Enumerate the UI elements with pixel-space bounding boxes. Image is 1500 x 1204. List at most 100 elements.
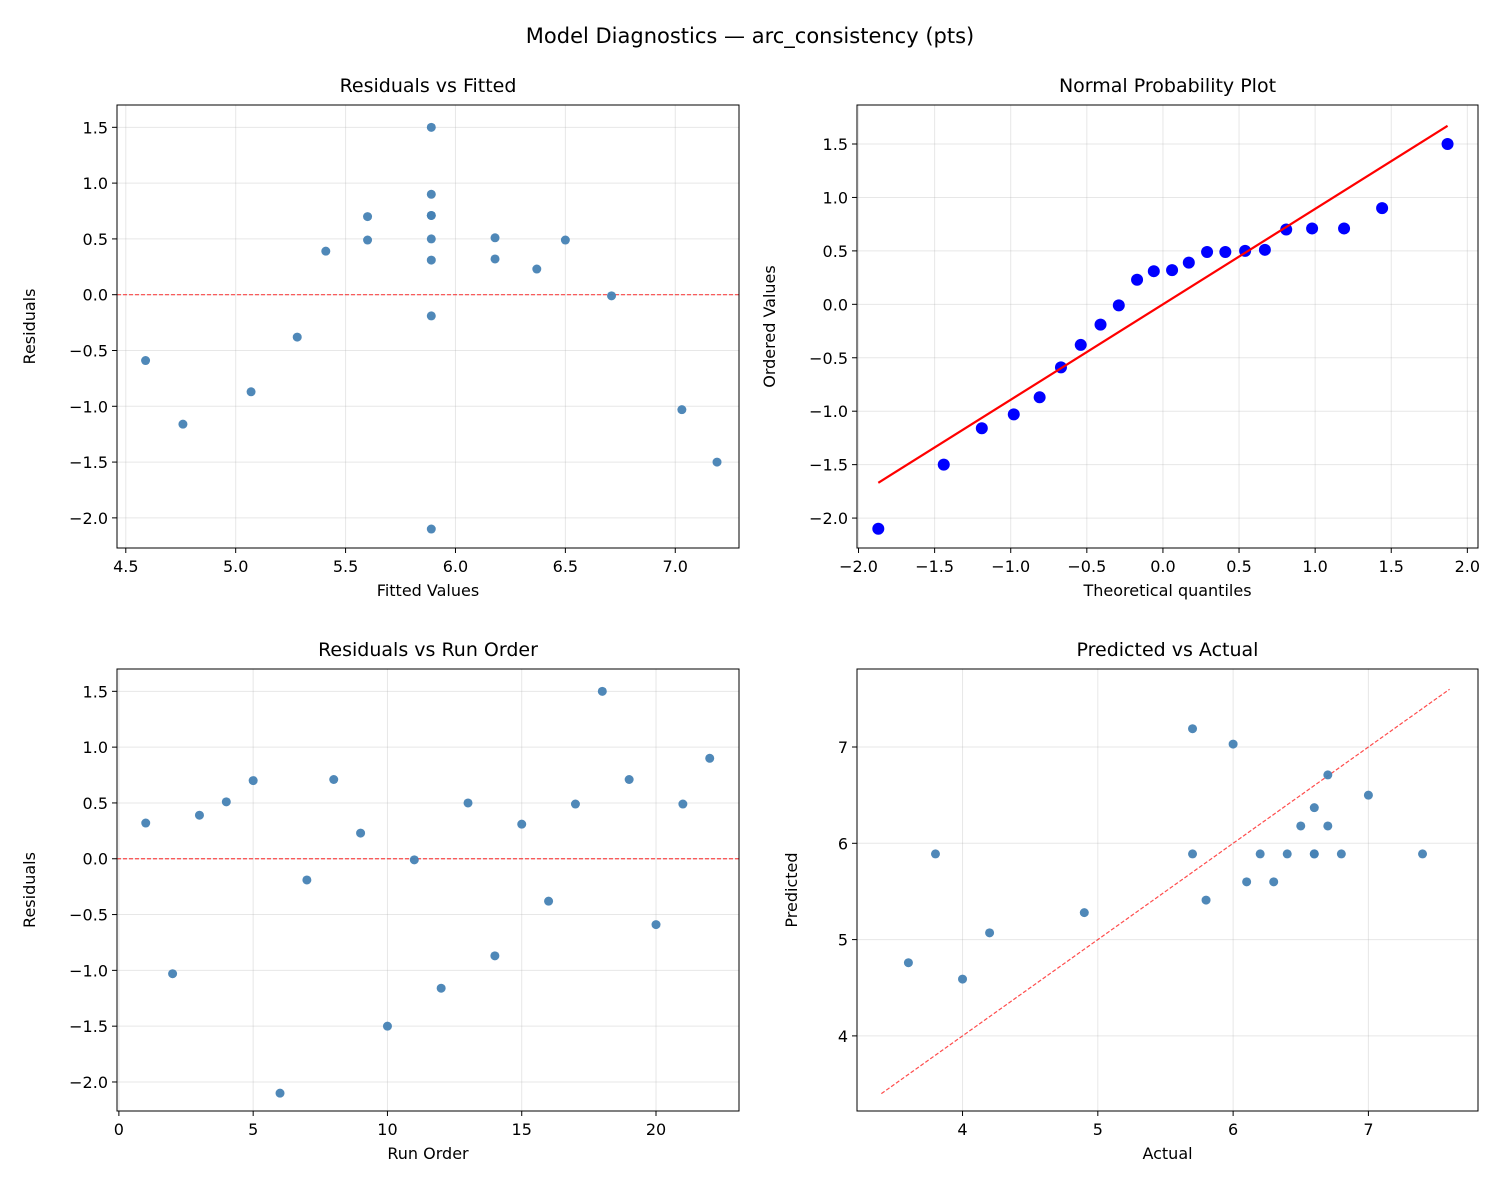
data-point (677, 405, 687, 415)
subplot-2: −2.0 −1.5 −1.0 −0.5 0.0 0.5 1.0 1.5 2.0 −2.0 −1.5 −… (760, 75, 1480, 600)
data-point (1309, 849, 1319, 859)
x-tick-label: 7.0 (663, 557, 688, 576)
y-axis-label: Residuals (20, 289, 39, 365)
data-point (426, 122, 436, 132)
data-point (937, 458, 950, 471)
subplot-title: Normal Probability Plot (1059, 75, 1276, 97)
data-point (1376, 202, 1389, 215)
y-tick-label: 0.5 (83, 794, 108, 813)
data-point (1242, 877, 1252, 887)
y-tick-label: 0.5 (83, 230, 108, 249)
y-tick-label: 1.5 (83, 682, 108, 701)
data-point (1074, 338, 1087, 351)
data-point (426, 234, 436, 244)
y-tick-label: 0.0 (83, 850, 108, 869)
x-tick-label: 20 (646, 1120, 666, 1139)
data-point (1269, 877, 1279, 887)
data-point (321, 246, 331, 256)
x-tick-label: 0 (114, 1120, 124, 1139)
x-tick-label: 6 (1228, 1120, 1238, 1139)
data-point (1323, 770, 1333, 780)
data-point (1363, 790, 1373, 800)
data-point (1280, 223, 1293, 236)
y-tick-label: 0.0 (823, 295, 848, 314)
subplot-title: Predicted vs Actual (1077, 639, 1259, 661)
figure-title: Model Diagnostics — arc_consistency (pts… (526, 24, 974, 49)
data-point (221, 797, 231, 807)
data-point (426, 255, 436, 265)
data-point (1147, 265, 1160, 278)
x-tick-label: 10 (377, 1120, 397, 1139)
subplot-3: 0 5 10 15 20 −2.0 −1.5 −1.0 −0.5 0.0 0.5 1.0 1.5 Resi… (20, 639, 740, 1163)
y-tick-label: 1.5 (823, 135, 848, 154)
y-tick-label: 1.0 (83, 738, 108, 757)
data-point (1188, 724, 1198, 734)
y-tick-label: 4 (838, 1027, 848, 1046)
data-point (178, 419, 188, 429)
x-tick-label: 5 (248, 1120, 258, 1139)
data-point (1094, 318, 1107, 331)
y-tick-label: 1.5 (83, 118, 108, 137)
y-tick-label: 5 (838, 931, 848, 950)
data-point (1336, 849, 1346, 859)
x-tick-label: 0.5 (1226, 557, 1251, 576)
y-tick-label: 0.0 (83, 286, 108, 305)
data-point (570, 799, 580, 809)
y-tick-label: 6 (838, 834, 848, 853)
x-tick-label: 5 (1093, 1120, 1103, 1139)
data-point (409, 855, 419, 865)
data-point (1166, 264, 1179, 277)
data-point (1188, 849, 1198, 859)
data-point (168, 969, 178, 979)
data-point (1007, 408, 1020, 421)
y-tick-label: −1.0 (809, 402, 848, 421)
data-point (872, 522, 885, 535)
data-point (651, 920, 661, 930)
x-tick-label: −1.0 (991, 557, 1030, 576)
y-tick-label: −0.5 (69, 906, 108, 925)
x-axis-label: Run Order (387, 1144, 469, 1163)
y-tick-label: 0.5 (823, 242, 848, 261)
x-tick-label: 4 (957, 1120, 967, 1139)
data-point (1228, 739, 1238, 749)
data-point (1131, 273, 1144, 286)
data-point (958, 974, 968, 984)
y-tick-label: −2.0 (69, 1073, 108, 1092)
data-point (426, 210, 436, 220)
data-point (560, 235, 570, 245)
data-point (463, 798, 473, 808)
data-point (382, 1021, 392, 1031)
axes-frame (856, 104, 1479, 549)
data-point (712, 457, 722, 467)
data-point (624, 775, 634, 784)
data-point (1338, 222, 1351, 235)
subplot-4: 4 5 6 7 4 5 6 7 Predicted vs Actual Actual Predict… (782, 639, 1479, 1163)
data-point (985, 928, 995, 938)
data-point (329, 775, 339, 784)
x-axis-label: Fitted Values (377, 581, 479, 600)
data-point (532, 264, 542, 274)
identity-reference-line (881, 688, 1450, 1095)
data-point (363, 235, 373, 245)
y-tick-label: −0.5 (69, 341, 108, 360)
y-tick-label: 7 (838, 738, 848, 757)
axes-frame (116, 104, 740, 549)
data-point (1418, 849, 1428, 859)
data-point (1201, 895, 1211, 905)
y-tick-label: −0.5 (809, 349, 848, 368)
data-point (436, 983, 446, 993)
data-point (903, 958, 913, 968)
axes-frame (116, 668, 740, 1112)
x-tick-label: −0.5 (1067, 557, 1106, 576)
y-tick-label: −1.0 (69, 961, 108, 980)
y-tick-label: −1.5 (809, 456, 848, 475)
data-point (1182, 256, 1195, 269)
fit-line (877, 124, 1449, 484)
data-point (1296, 821, 1306, 831)
data-point (246, 387, 256, 397)
data-point (1309, 803, 1319, 813)
data-point (1255, 849, 1265, 859)
data-point (292, 332, 302, 342)
y-tick-label: −2.0 (809, 509, 848, 528)
x-tick-label: 1.5 (1379, 557, 1404, 576)
